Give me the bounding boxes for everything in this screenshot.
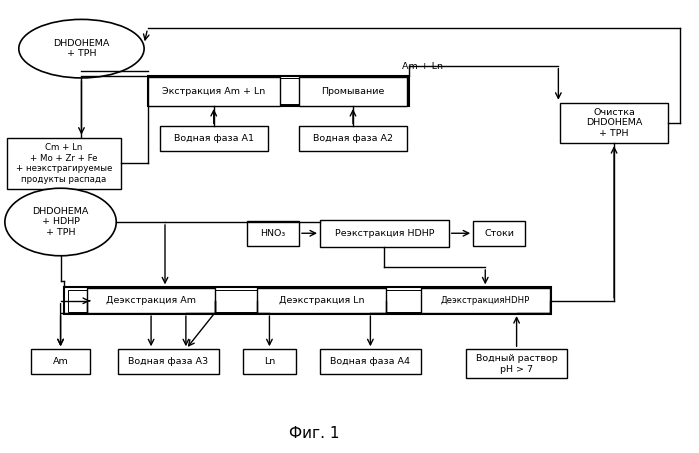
Bar	[160, 126, 268, 151]
Bar	[320, 349, 421, 374]
Ellipse shape	[19, 19, 144, 78]
Bar	[243, 349, 296, 374]
Text: Водная фаза A4: Водная фаза A4	[331, 357, 410, 366]
Text: DHDOHEMA
+ ТРН: DHDOHEMA + ТРН	[53, 39, 110, 58]
Text: Промывание: Промывание	[322, 87, 384, 96]
Bar	[466, 349, 567, 378]
Text: Am: Am	[52, 357, 69, 366]
Text: Стоки: Стоки	[484, 229, 514, 238]
Bar	[147, 76, 409, 106]
Bar	[320, 220, 449, 247]
Bar	[247, 221, 299, 246]
Bar	[257, 289, 386, 313]
Text: HNO₃: HNO₃	[260, 229, 285, 238]
Bar	[64, 287, 552, 314]
Text: Реэкстракция HDHP: Реэкстракция HDHP	[335, 229, 434, 238]
Bar	[118, 349, 219, 374]
Bar	[299, 77, 407, 106]
Text: Очистка
DHDOHEMA
+ ТРН: Очистка DHDOHEMA + ТРН	[586, 108, 642, 138]
Text: Деэкстракция Ln: Деэкстракция Ln	[279, 296, 364, 305]
Text: Ln: Ln	[264, 357, 275, 366]
Text: Cm + Ln
+ Mo + Zr + Fe
+ неэкстрагируемые
продукты распада: Cm + Ln + Mo + Zr + Fe + неэкстрагируемы…	[16, 143, 113, 183]
Bar	[560, 103, 668, 143]
Bar	[147, 77, 280, 106]
Ellipse shape	[5, 188, 116, 256]
Bar	[299, 126, 407, 151]
Text: Экстракция Am + Ln: Экстракция Am + Ln	[162, 87, 266, 96]
Bar	[69, 290, 547, 312]
Text: Водный раствор
pH > 7: Водный раствор pH > 7	[476, 354, 558, 374]
Bar	[421, 289, 549, 313]
Text: Деэкстракция Am: Деэкстракция Am	[106, 296, 196, 305]
Bar	[31, 349, 90, 374]
Text: DHDOHEMA
+ HDHP
+ ТРН: DHDOHEMA + HDHP + ТРН	[32, 207, 89, 237]
Text: Водная фаза A3: Водная фаза A3	[129, 357, 208, 366]
Text: Водная фаза A1: Водная фаза A1	[174, 134, 254, 143]
Bar	[87, 289, 215, 313]
Text: Фиг. 1: Фиг. 1	[289, 426, 340, 441]
Text: Водная фаза A2: Водная фаза A2	[313, 134, 393, 143]
Bar	[6, 138, 122, 189]
Text: ДеэкстракцияHDHP: ДеэкстракцияHDHP	[440, 296, 530, 305]
Text: Am + Ln: Am + Ln	[402, 62, 443, 71]
Bar	[473, 221, 525, 246]
Bar	[152, 78, 405, 104]
